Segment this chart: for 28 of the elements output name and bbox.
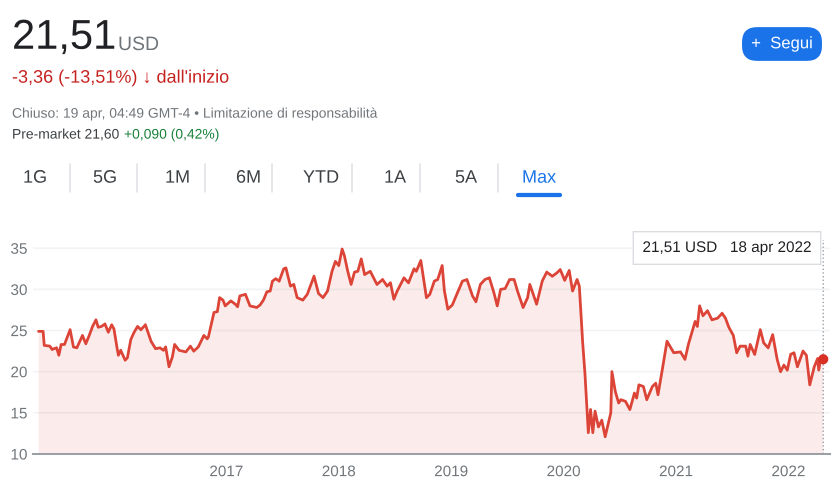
- y-tick-label: 25: [11, 325, 27, 336]
- x-tick-label: 2017: [210, 466, 243, 476]
- text: 1G: [24, 170, 46, 183]
- annotation: 21,51 USD 18 apr 2022: [643, 241, 811, 256]
- x-tick-label: 2020: [547, 466, 580, 476]
- x-tick-label: 2018: [322, 466, 356, 476]
- text: Chiuso: 19 apr, 04:49 GMT-4 • Limitazione di responsabilità: [12, 107, 378, 121]
- text: + Segui: [752, 36, 812, 52]
- text: -3,36 (-13,51%) ↓ dall'inizio: [12, 70, 228, 86]
- x-tick-label: 2022: [772, 466, 805, 476]
- text: 6M: [236, 170, 260, 183]
- chart-subtitle: USD: [120, 36, 158, 50]
- x-tick-label: 2021: [660, 466, 692, 476]
- text: Max: [523, 170, 556, 183]
- text: 1A: [385, 170, 406, 183]
- text: 5A: [456, 170, 478, 183]
- y-tick-label: 30: [11, 284, 27, 296]
- y-tick-label: 20: [11, 366, 27, 378]
- text: YTD: [303, 170, 338, 183]
- y-tick-label: 10: [12, 448, 27, 460]
- text: 1M: [166, 170, 189, 183]
- y-tick-label: 35: [11, 243, 27, 254]
- x-tick-label: 2019: [434, 466, 468, 476]
- text: Pre-market 21,60: [13, 128, 119, 140]
- chart-title: 21,51: [14, 20, 114, 54]
- y-tick-label: 15: [12, 408, 27, 419]
- text: 5G: [94, 170, 116, 183]
- text: +0,090 (0,42%): [124, 128, 218, 142]
